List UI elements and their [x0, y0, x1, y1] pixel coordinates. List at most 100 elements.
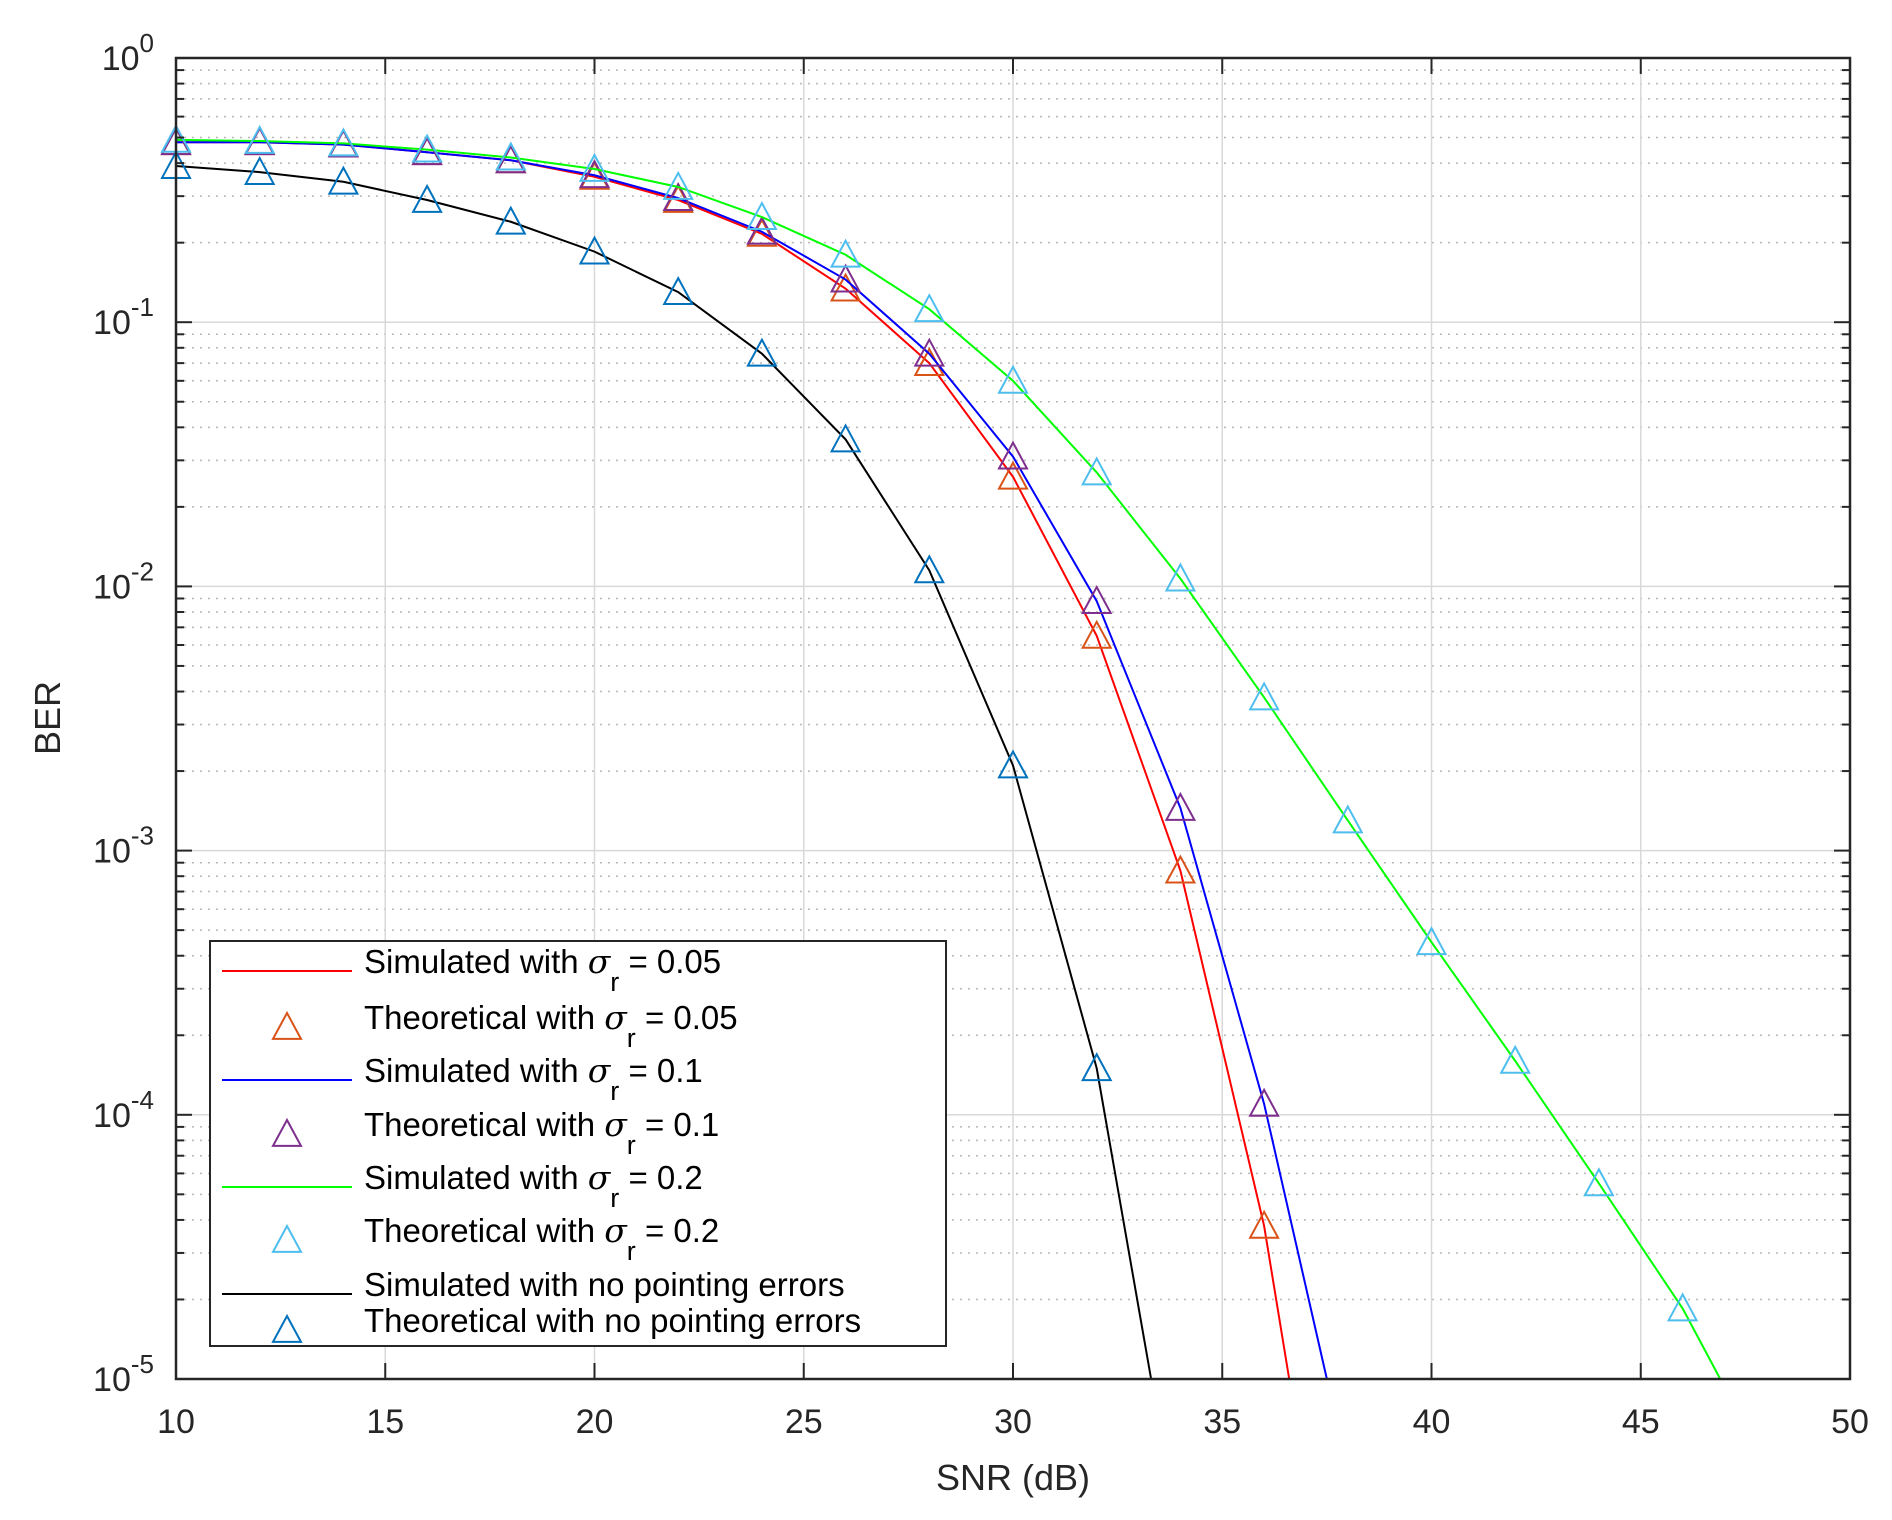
- legend-item: Theoretical with σr = 0.2: [271, 1211, 719, 1266]
- x-tick-label: 15: [366, 1403, 404, 1441]
- data-point-marker: [578, 159, 611, 189]
- data-point-marker: [746, 217, 778, 247]
- y-tick-exponent: 0: [140, 28, 154, 58]
- data-point-marker: [1499, 1044, 1531, 1074]
- y-tick-base: 10: [102, 40, 140, 78]
- legend-item: Simulated with σr = 0.2: [222, 1158, 703, 1213]
- y-tick-exponent: -1: [131, 292, 154, 322]
- data-point-marker: [829, 272, 862, 302]
- data-point-marker: [1164, 854, 1197, 884]
- legend-marker-sample: [271, 1010, 303, 1040]
- x-tick-label: 20: [576, 1403, 614, 1441]
- data-point-marker: [913, 293, 945, 323]
- legend-subscript: r: [610, 1183, 619, 1213]
- y-tick-label: 10-3: [93, 821, 154, 871]
- legend-label: Theoretical with σr = 0.2: [364, 1211, 719, 1266]
- data-point-marker: [495, 205, 527, 235]
- y-tick-label: 10-5: [93, 1349, 154, 1399]
- legend-label: Theoretical with no pointing errors: [364, 1302, 861, 1339]
- y-tick-base: 10: [93, 568, 131, 606]
- y-tick-label: 10-2: [93, 556, 154, 606]
- data-point-marker: [913, 337, 945, 367]
- series-layer: [160, 123, 1722, 1380]
- series-7: [160, 149, 1113, 1082]
- data-point-marker: [662, 275, 694, 305]
- legend-label-text: Simulated with: [364, 943, 588, 980]
- data-point-marker: [495, 141, 527, 171]
- legend-item: Theoretical with no pointing errors: [271, 1302, 861, 1343]
- legend-label: Simulated with σr = 0.05: [364, 942, 721, 997]
- data-point-marker: [1081, 1052, 1113, 1082]
- data-point-marker: [997, 460, 1029, 490]
- legend-label: Theoretical with σr = 0.1: [364, 1105, 719, 1160]
- legend-item: Simulated with σr = 0.05: [222, 942, 721, 997]
- legend-value: = 0.2: [636, 1212, 719, 1249]
- y-tick-exponent: -5: [131, 1349, 154, 1379]
- data-point-marker: [829, 238, 862, 268]
- legend-subscript: r: [627, 1023, 636, 1053]
- legend-value: = 0.1: [636, 1106, 719, 1143]
- y-axis-label: BER: [27, 681, 68, 755]
- legend-label-text: Theoretical with: [364, 1212, 604, 1249]
- y-tick-base: 10: [93, 304, 131, 342]
- legend-label-text: Theoretical with: [364, 1106, 604, 1143]
- legend-item: Simulated with no pointing errors: [222, 1266, 845, 1303]
- data-point-marker: [327, 165, 360, 195]
- legend-subscript: r: [627, 1130, 636, 1160]
- data-point-marker: [997, 440, 1029, 470]
- legend-label-text: Theoretical with no pointing errors: [364, 1302, 861, 1339]
- legend-label: Theoretical with σr = 0.05: [364, 998, 738, 1053]
- legend-sigma-symbol: σ: [604, 998, 628, 1037]
- data-point-marker: [997, 749, 1029, 779]
- x-tick-label: 30: [994, 1403, 1032, 1441]
- data-point-marker: [662, 181, 694, 211]
- legend-value: = 0.05: [619, 943, 721, 980]
- data-point-marker: [1248, 681, 1280, 711]
- legend-sigma-symbol: σ: [588, 942, 612, 981]
- y-tick-label: 100: [102, 28, 154, 78]
- data-point-marker: [578, 235, 611, 265]
- series-line: [175, 138, 1722, 1380]
- x-axis-label: SNR (dB): [936, 1457, 1090, 1498]
- legend-label-text: Simulated with: [364, 1159, 588, 1196]
- data-point-marker: [1332, 804, 1364, 834]
- legend-subscript: r: [627, 1236, 636, 1266]
- legend-subscript: r: [610, 967, 619, 997]
- series-line: [176, 141, 1328, 1380]
- legend-marker-sample: [271, 1313, 303, 1343]
- data-point-marker: [746, 200, 778, 230]
- data-point-marker: [578, 152, 611, 182]
- data-point-marker: [1164, 562, 1197, 592]
- data-point-marker: [1081, 456, 1113, 486]
- legend-value: = 0.05: [636, 999, 738, 1036]
- legend-value: = 0.2: [619, 1159, 702, 1196]
- legend-label: Simulated with σr = 0.1: [364, 1051, 703, 1106]
- data-point-marker: [1248, 1209, 1280, 1239]
- y-tick-label: 10-4: [93, 1085, 154, 1135]
- data-point-marker: [1081, 619, 1113, 649]
- legend-sigma-symbol: σ: [588, 1158, 612, 1197]
- series-6: [175, 165, 1153, 1380]
- data-point-marker: [746, 337, 778, 367]
- legend-value: = 0.1: [619, 1052, 702, 1089]
- y-tick-exponent: -4: [131, 1085, 154, 1115]
- legend-item: Theoretical with σr = 0.1: [271, 1105, 719, 1160]
- y-tick-base: 10: [93, 833, 131, 871]
- data-point-marker: [746, 215, 778, 245]
- legend-item: Theoretical with σr = 0.05: [271, 998, 738, 1053]
- data-point-marker: [1081, 584, 1113, 614]
- legend-label: Simulated with no pointing errors: [364, 1266, 845, 1303]
- data-point-marker: [244, 124, 276, 154]
- legend-subscript: r: [610, 1076, 619, 1106]
- y-tick-exponent: -3: [131, 821, 154, 851]
- y-tick-exponent: -2: [131, 556, 154, 586]
- series-4: [175, 138, 1722, 1380]
- y-tick-base: 10: [93, 1361, 131, 1399]
- y-tick-label: 10-1: [93, 292, 154, 342]
- x-tick-label: 45: [1622, 1403, 1660, 1441]
- data-point-marker: [327, 127, 360, 157]
- legend-label-text: Theoretical with: [364, 999, 604, 1036]
- x-tick-label: 35: [1203, 1403, 1241, 1441]
